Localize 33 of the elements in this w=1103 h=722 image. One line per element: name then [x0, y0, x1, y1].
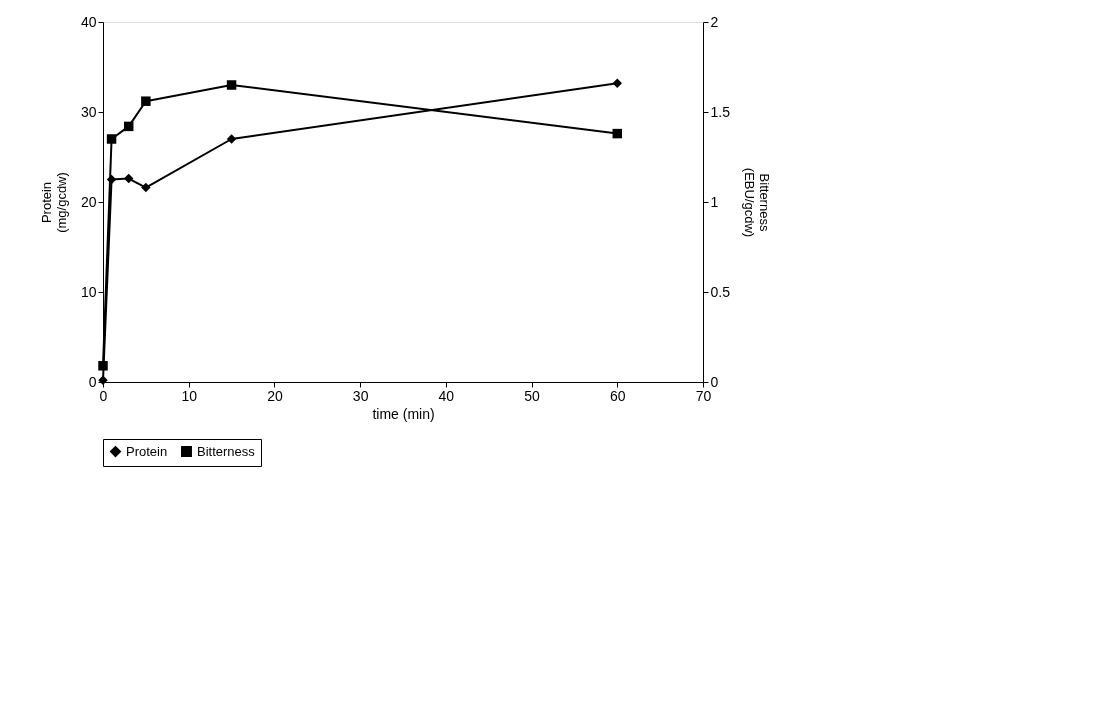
- y2-tick-label: 2: [710, 13, 719, 30]
- y-tick-label: 10: [80, 283, 97, 300]
- point: [141, 182, 151, 193]
- x-axis-title: time (min): [372, 405, 435, 422]
- x-tick-label: 70: [695, 387, 712, 404]
- x-tick-label: 50: [524, 387, 541, 404]
- y2-tick-label: 1: [710, 193, 719, 210]
- x-tick-label: 10: [181, 387, 198, 404]
- x-tick-label: 20: [267, 387, 283, 404]
- y2-tick-label: 0.5: [710, 283, 731, 300]
- point: [123, 121, 134, 132]
- point: [98, 361, 108, 371]
- x-tick-label: 60: [610, 387, 626, 404]
- y-tick-label: 0: [88, 373, 97, 390]
- y-tick-label: 20: [80, 193, 97, 210]
- legend-label: Bitterness: [197, 443, 256, 459]
- y2-tick-label: 0: [710, 373, 719, 390]
- point: [612, 78, 623, 88]
- x-tick-label: 30: [352, 387, 369, 404]
- point: [226, 80, 237, 90]
- y-tick-label: 30: [80, 103, 97, 120]
- legend-label: Protein: [126, 443, 168, 459]
- point: [226, 134, 237, 144]
- point: [612, 128, 623, 139]
- y2-tick-label: 1.5: [710, 103, 731, 120]
- y-tick-label: 40: [80, 13, 97, 30]
- point: [123, 173, 134, 184]
- x-tick-label: 40: [438, 387, 455, 404]
- point: [141, 96, 151, 106]
- x-tick-label: 0: [99, 387, 108, 404]
- point: [106, 134, 117, 144]
- y2-axis-title: Bitterness (EBU/gcdw): [741, 167, 772, 238]
- y-axis-title: Protein (mg/gcdw): [38, 172, 69, 233]
